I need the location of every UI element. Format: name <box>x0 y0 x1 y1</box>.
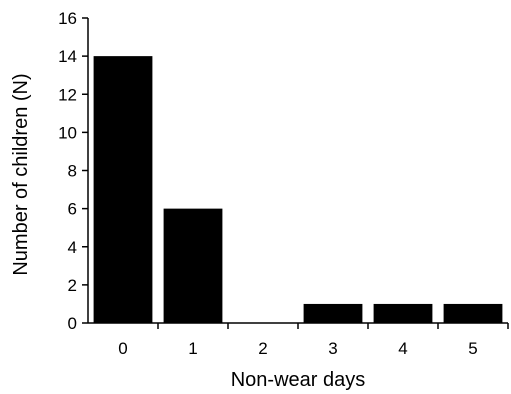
x-tick-label: 4 <box>398 339 407 358</box>
bar <box>93 56 153 323</box>
y-tick-label: 4 <box>68 238 77 257</box>
y-axis-title: Number of children (N) <box>10 73 32 275</box>
y-tick-label: 12 <box>58 85 77 104</box>
bars-group <box>93 56 503 323</box>
x-tick-label: 5 <box>468 339 477 358</box>
y-tick-label: 8 <box>68 162 77 181</box>
x-tick-label: 3 <box>328 339 337 358</box>
y-tick-label: 10 <box>58 123 77 142</box>
y-tick-label: 0 <box>68 314 77 333</box>
x-tick-label: 2 <box>258 339 267 358</box>
y-tick-label: 2 <box>68 276 77 295</box>
x-axis-ticks: 0 1 2 3 4 5 <box>118 323 509 358</box>
y-axis-ticks: 0 2 4 6 8 10 12 14 16 <box>58 9 88 333</box>
x-tick-label: 1 <box>188 339 197 358</box>
bar <box>163 208 223 323</box>
y-tick-label: 6 <box>68 200 77 219</box>
bar <box>443 303 503 323</box>
x-tick-label: 0 <box>118 339 127 358</box>
bar <box>373 303 433 323</box>
y-tick-label: 16 <box>58 9 77 28</box>
bar <box>303 303 363 323</box>
y-tick-label: 14 <box>58 47 77 66</box>
x-axis-title: Non-wear days <box>231 369 366 391</box>
